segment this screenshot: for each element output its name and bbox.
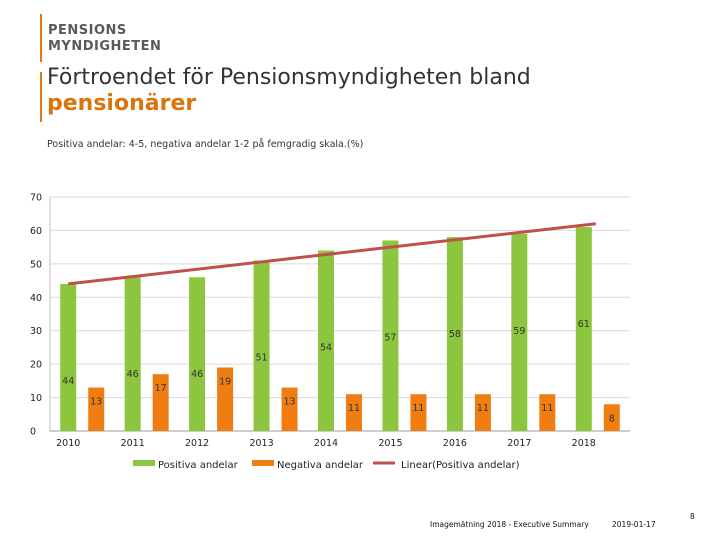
legend-label-negativa: Negativa andelar <box>277 460 364 471</box>
data-label-positiva-2012: 46 <box>191 369 203 380</box>
x-tick-label: 2018 <box>572 438 596 449</box>
x-tick-label: 2010 <box>56 438 80 449</box>
page-title: Förtroendet för Pensionsmyndigheten blan… <box>47 65 531 117</box>
title-accent-bar <box>40 72 42 122</box>
bar-negativa-2010 <box>88 387 105 431</box>
footer-text: Imagemätning 2018 - Executive Summary <box>430 520 589 529</box>
bar-positiva-2017 <box>511 233 528 431</box>
page-title-line-1: Förtroendet för Pensionsmyndigheten blan… <box>47 65 531 90</box>
data-label-negativa-2014: 11 <box>348 403 360 414</box>
data-label-positiva-2015: 57 <box>384 332 396 343</box>
data-label-negativa-2015: 11 <box>412 403 424 414</box>
y-tick-label: 30 <box>30 326 42 337</box>
bar-negativa-2013 <box>281 387 298 431</box>
legend-label-positiva: Positiva andelar <box>158 460 239 471</box>
x-tick-label: 2011 <box>121 438 145 449</box>
data-label-negativa-2016: 11 <box>477 403 489 414</box>
y-tick-label: 60 <box>30 226 42 237</box>
bar-positiva-2011 <box>124 277 141 431</box>
data-label-negativa-2017: 11 <box>541 403 553 414</box>
data-label-negativa-2012: 19 <box>219 376 231 387</box>
y-tick-label: 0 <box>30 427 36 438</box>
x-tick-label: 2017 <box>507 438 531 449</box>
legend-swatch-negativa <box>252 460 274 466</box>
logo-line-2: MYNDIGHETEN <box>48 39 162 54</box>
y-tick-label: 70 <box>30 193 42 204</box>
footer-date: 2019-01-17 <box>612 520 656 529</box>
data-label-negativa-2010: 13 <box>90 397 102 408</box>
bar-negativa-2012 <box>217 367 234 431</box>
bar-positiva-2014 <box>318 250 334 431</box>
legend-label-trendline: Linear(Positiva andelar) <box>401 460 520 471</box>
data-label-negativa-2011: 17 <box>155 383 167 394</box>
bar-positiva-2016 <box>446 237 463 431</box>
y-tick-label: 40 <box>30 293 42 304</box>
bar-negativa-2014 <box>346 394 362 431</box>
x-tick-label: 2012 <box>185 438 209 449</box>
bar-negativa-2017 <box>539 394 556 431</box>
logo-line-1: PENSIONS <box>48 23 127 38</box>
x-tick-label: 2015 <box>378 438 402 449</box>
data-label-negativa-2013: 13 <box>284 397 296 408</box>
bar-negativa-2016 <box>474 394 491 431</box>
data-label-positiva-2014: 54 <box>320 342 332 353</box>
data-label-positiva-2017: 59 <box>513 326 525 337</box>
y-tick-label: 50 <box>30 259 42 270</box>
bar-negativa-2018 <box>603 404 620 431</box>
y-tick-label: 10 <box>30 393 42 404</box>
bar-positiva-2013 <box>253 260 270 431</box>
logo: PENSIONS MYNDIGHETEN <box>40 14 190 62</box>
logo-accent-bar <box>40 14 42 62</box>
bar-positiva-2015 <box>382 240 399 431</box>
bar-negativa-2015 <box>410 394 427 431</box>
bar-positiva-2018 <box>575 227 592 431</box>
x-tick-label: 2014 <box>314 438 338 449</box>
data-label-positiva-2016: 58 <box>449 329 461 340</box>
x-tick-label: 2013 <box>249 438 273 449</box>
legend-swatch-positiva <box>133 460 155 466</box>
bar-chart: 0 10 20 30 40 50 60 70 44 13 2010 46 17 2011 46 19 2012 5… <box>30 193 630 471</box>
data-label-positiva-2010: 44 <box>62 376 74 387</box>
bar-positiva-2010 <box>60 283 77 431</box>
data-label-positiva-2011: 46 <box>127 369 139 380</box>
page-title-line-2: pensionärer <box>47 91 197 116</box>
page-number: 8 <box>690 512 695 521</box>
x-tick-label: 2016 <box>443 438 467 449</box>
page-subtitle: Positiva andelar: 4-5, negativa andelar … <box>47 139 364 150</box>
data-label-positiva-2018: 61 <box>578 319 590 330</box>
bar-negativa-2011 <box>152 374 169 431</box>
y-tick-label: 20 <box>30 360 42 371</box>
trendline <box>68 222 596 286</box>
data-label-negativa-2018: 8 <box>609 413 615 424</box>
data-label-positiva-2013: 51 <box>256 353 268 364</box>
bar-positiva-2012 <box>189 277 206 431</box>
